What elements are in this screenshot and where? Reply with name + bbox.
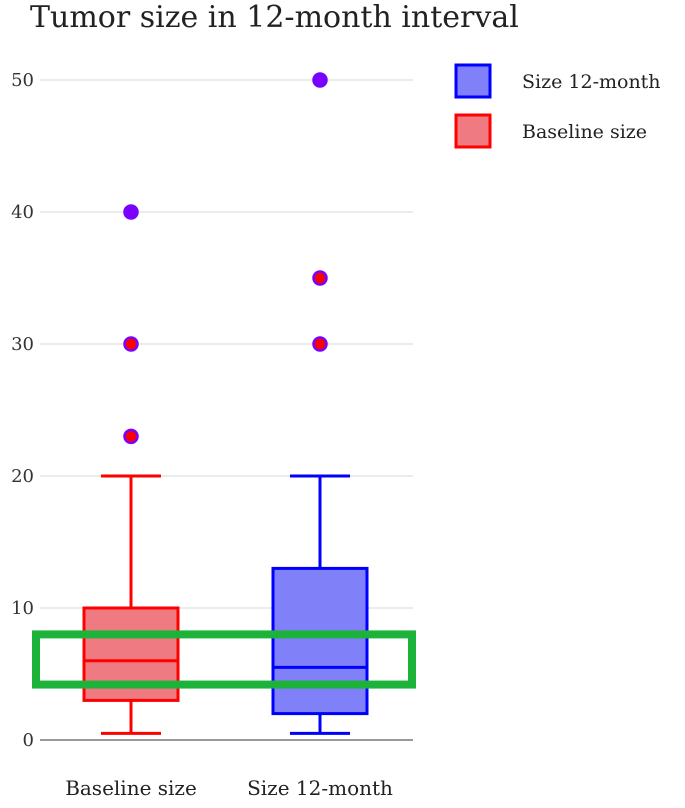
y-tick-label: 30 xyxy=(11,334,34,355)
outlier-point xyxy=(312,72,328,88)
y-tick-label: 10 xyxy=(11,598,34,619)
legend-swatch xyxy=(454,113,492,149)
interquartile-box xyxy=(271,566,369,716)
x-axis-categories: Baseline size Size 12-month xyxy=(65,776,393,800)
y-tick-label: 50 xyxy=(11,70,34,91)
x-category-label: Size 12-month xyxy=(247,776,393,800)
outlier-point xyxy=(123,428,139,445)
x-category-label: Baseline size xyxy=(65,776,197,800)
y-tick-label: 20 xyxy=(11,466,34,487)
legend-item: Baseline size xyxy=(454,113,647,149)
box-twelve-month xyxy=(271,72,369,735)
y-tick-label: 40 xyxy=(11,202,34,223)
chart-title: Tumor size in 12-month interval xyxy=(30,0,519,35)
legend-label: Baseline size xyxy=(522,121,647,143)
outlier-point xyxy=(123,336,139,352)
y-tick-label: 0 xyxy=(23,730,34,751)
outlier-point xyxy=(312,336,328,352)
legend-swatch xyxy=(454,63,492,99)
highlight-overlay xyxy=(32,630,416,689)
legend-item: Size 12-month xyxy=(454,63,661,99)
outlier-point xyxy=(123,204,139,220)
legend-label: Size 12-month xyxy=(522,71,661,93)
y-axis: 0 10 20 30 40 50 xyxy=(11,70,34,751)
outlier-point xyxy=(312,270,328,286)
legend: Size 12-month Baseline size xyxy=(454,63,661,149)
box-baseline xyxy=(82,204,180,735)
highlight-band xyxy=(32,630,416,689)
